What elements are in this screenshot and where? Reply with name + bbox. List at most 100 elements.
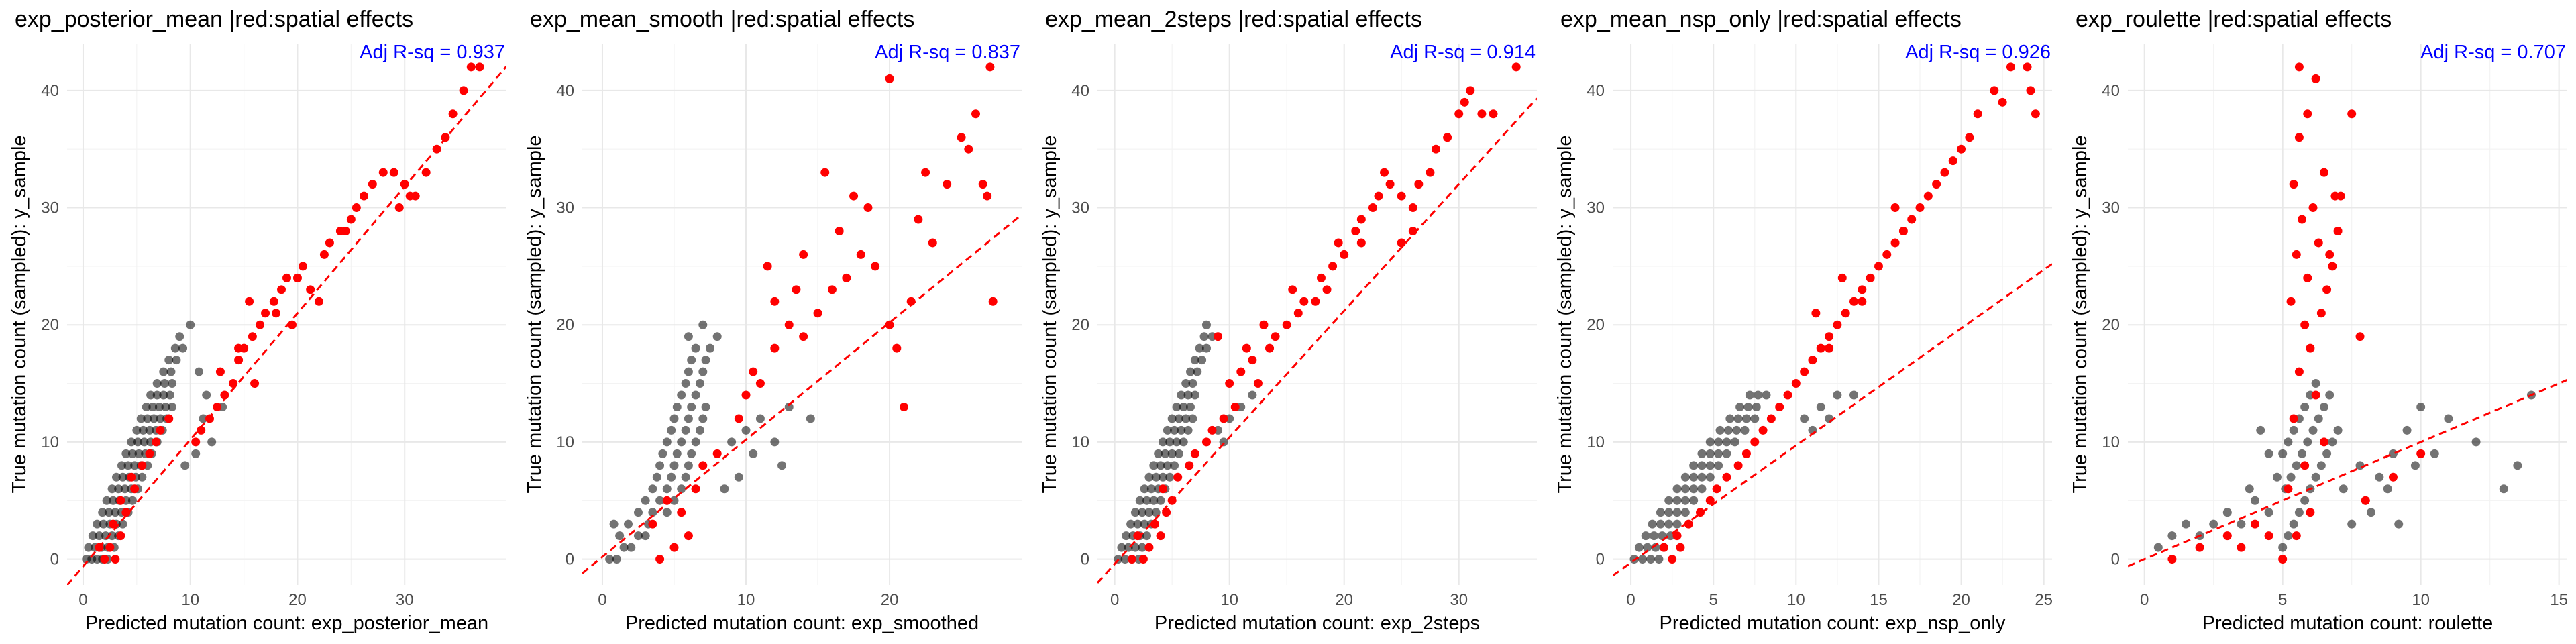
y-tick-label: 20 bbox=[2102, 316, 2120, 334]
data-point bbox=[1705, 472, 1715, 482]
data-point bbox=[1689, 472, 1699, 482]
y-tick-label: 40 bbox=[556, 82, 574, 100]
red-data-point bbox=[1965, 133, 1974, 142]
data-point bbox=[1705, 449, 1715, 458]
data-point bbox=[662, 484, 672, 494]
red-data-point bbox=[1322, 285, 1332, 294]
red-data-point bbox=[1328, 262, 1338, 271]
red-data-point bbox=[957, 133, 966, 142]
data-point bbox=[727, 437, 737, 447]
data-point bbox=[672, 402, 682, 411]
red-data-point bbox=[234, 356, 244, 365]
data-point bbox=[1144, 508, 1154, 517]
red-data-point bbox=[2167, 555, 2177, 564]
data-point bbox=[698, 367, 708, 376]
data-point bbox=[1140, 484, 1149, 494]
red-data-point bbox=[1866, 273, 1875, 282]
data-point bbox=[1654, 555, 1664, 564]
data-point bbox=[1190, 390, 1199, 400]
data-point bbox=[1643, 543, 1652, 552]
red-data-point bbox=[2300, 461, 2310, 470]
x-tick-label: 0 bbox=[598, 591, 606, 609]
red-data-point bbox=[1253, 379, 1263, 388]
red-data-point bbox=[1874, 262, 1883, 271]
data-point bbox=[1170, 461, 1179, 470]
red-data-point bbox=[1282, 320, 1291, 329]
data-point bbox=[1130, 508, 1140, 517]
data-point bbox=[2209, 519, 2218, 529]
red-data-point bbox=[964, 144, 973, 154]
red-data-point bbox=[130, 484, 140, 494]
data-point bbox=[134, 449, 144, 458]
data-point bbox=[148, 402, 158, 411]
data-point bbox=[1697, 484, 1707, 494]
data-point bbox=[1634, 543, 1644, 552]
red-data-point bbox=[277, 285, 286, 294]
red-data-point bbox=[1841, 309, 1850, 318]
data-point bbox=[1697, 472, 1707, 482]
red-data-point bbox=[245, 297, 254, 306]
red-data-point bbox=[863, 203, 873, 213]
red-data-point bbox=[1127, 555, 1136, 564]
x-tick-label: 20 bbox=[1952, 591, 1970, 609]
data-point bbox=[2410, 461, 2420, 470]
data-point bbox=[1638, 555, 1647, 564]
data-point bbox=[1722, 437, 1731, 447]
red-data-point bbox=[1816, 343, 1825, 353]
scatter-panel-3: 0 10 20 30 0 10 20 30 40 exp_mean_2steps |red:spa… bbox=[1030, 0, 1546, 644]
red-data-point bbox=[448, 109, 458, 119]
data-point bbox=[2222, 508, 2232, 517]
red-data-point bbox=[205, 414, 214, 423]
red-data-point bbox=[1932, 180, 1941, 189]
data-point bbox=[120, 484, 129, 494]
red-data-point bbox=[1334, 238, 1343, 248]
data-point bbox=[138, 425, 148, 435]
data-point bbox=[1199, 332, 1209, 341]
red-data-point bbox=[1236, 367, 1246, 376]
data-point bbox=[1816, 402, 1825, 411]
data-point bbox=[1167, 449, 1177, 458]
red-data-point bbox=[1672, 531, 1682, 541]
y-tick-label: 30 bbox=[2102, 199, 2120, 217]
x-tick-label: 20 bbox=[1335, 591, 1353, 609]
red-data-point bbox=[1811, 309, 1821, 318]
red-data-point bbox=[1230, 402, 1240, 411]
data-point bbox=[2298, 449, 2307, 458]
data-point bbox=[1672, 484, 1682, 494]
red-data-point bbox=[928, 238, 937, 248]
red-data-point bbox=[109, 519, 118, 529]
red-data-point bbox=[1659, 543, 1668, 552]
red-data-point bbox=[1990, 86, 1999, 95]
data-point bbox=[1680, 496, 1690, 505]
data-point bbox=[118, 472, 127, 482]
data-point bbox=[1149, 496, 1159, 505]
data-point bbox=[2264, 449, 2273, 458]
data-point bbox=[1680, 472, 1690, 482]
data-point bbox=[667, 425, 676, 435]
red-data-point bbox=[1940, 168, 1949, 177]
data-point bbox=[2278, 543, 2288, 552]
data-point bbox=[1723, 425, 1733, 435]
red-data-point bbox=[978, 180, 987, 189]
red-data-point bbox=[475, 62, 484, 72]
red-data-point bbox=[2316, 309, 2326, 318]
red-data-point bbox=[1890, 203, 1900, 213]
data-point bbox=[612, 555, 621, 564]
data-point bbox=[1672, 508, 1682, 517]
data-point bbox=[1177, 390, 1186, 400]
data-point bbox=[1705, 437, 1715, 447]
data-point bbox=[677, 437, 686, 447]
red-data-point bbox=[1219, 414, 1228, 423]
red-data-point bbox=[1454, 109, 1464, 119]
y-tick-label: 0 bbox=[1081, 551, 1089, 569]
data-point bbox=[1689, 496, 1699, 505]
red-data-point bbox=[1133, 531, 1142, 541]
data-point bbox=[2300, 496, 2310, 505]
prediction-points bbox=[1629, 390, 1859, 564]
data-point bbox=[202, 390, 211, 400]
data-point bbox=[1158, 437, 1167, 447]
y-axis-label: True mutation count (sampled): y_sample bbox=[1554, 135, 1576, 493]
data-point bbox=[1156, 496, 1165, 505]
data-point bbox=[1752, 402, 1761, 411]
